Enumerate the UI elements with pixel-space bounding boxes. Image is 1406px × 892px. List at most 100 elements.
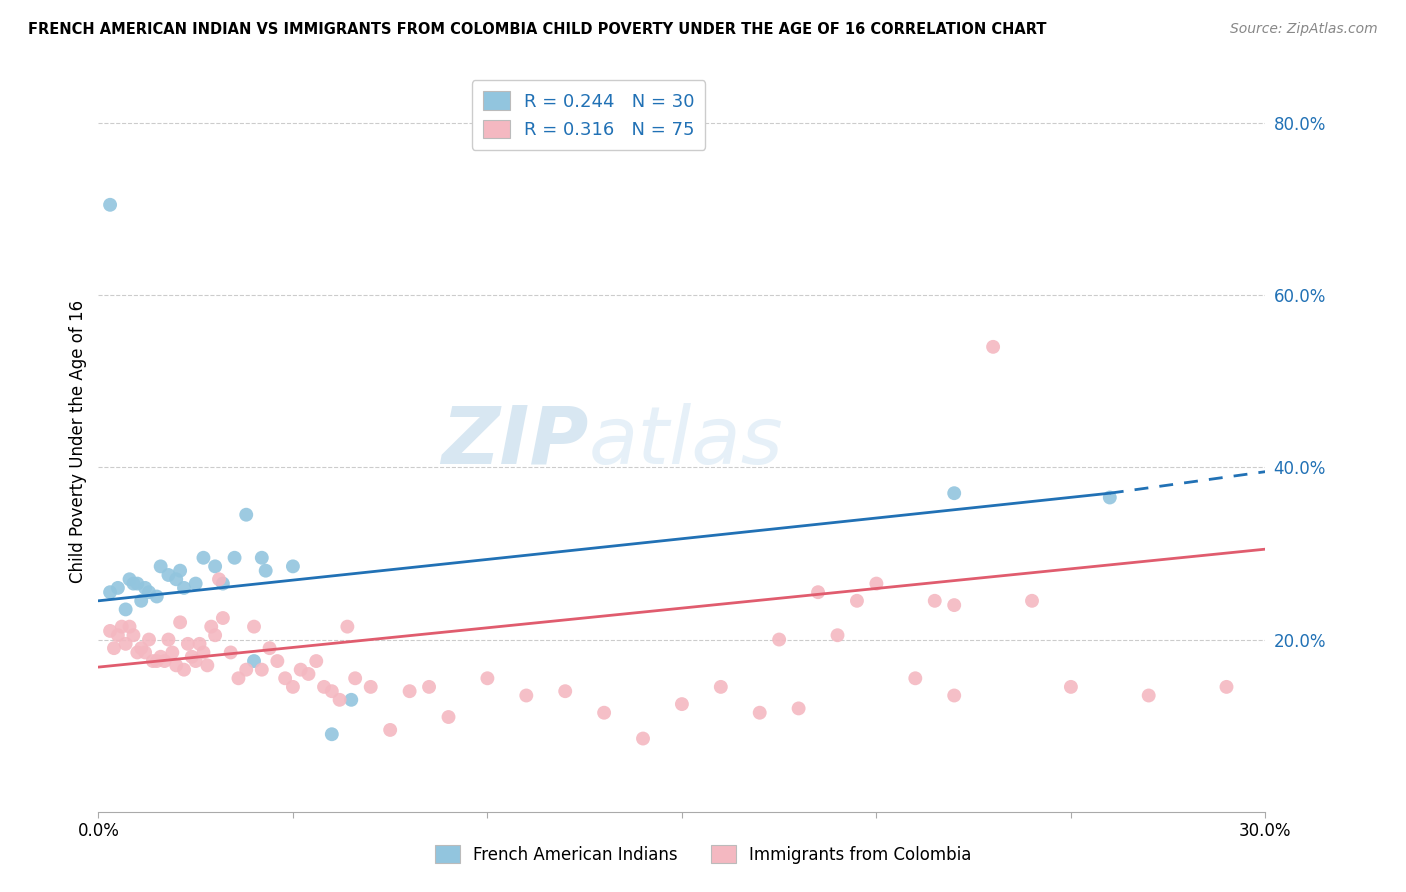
Point — [118, 572, 141, 586]
Point — [865, 576, 887, 591]
Text: Source: ZipAtlas.com: Source: ZipAtlas.com — [1230, 22, 1378, 37]
Point — [1137, 689, 1160, 703]
Point — [398, 684, 420, 698]
Point — [281, 559, 304, 574]
Point — [943, 486, 966, 500]
Point — [173, 581, 195, 595]
Point — [671, 697, 693, 711]
Point — [122, 576, 145, 591]
Point — [212, 576, 235, 591]
Point — [943, 598, 966, 612]
Point — [321, 684, 343, 698]
Point — [321, 727, 343, 741]
Point — [107, 581, 129, 595]
Point — [134, 581, 156, 595]
Point — [846, 594, 869, 608]
Point — [157, 568, 180, 582]
Point — [904, 671, 927, 685]
Point — [193, 645, 215, 659]
Point — [554, 684, 576, 698]
Point — [138, 585, 160, 599]
Point — [114, 602, 136, 616]
Point — [924, 594, 946, 608]
Point — [200, 619, 222, 633]
Point — [1060, 680, 1083, 694]
Point — [219, 645, 242, 659]
Point — [748, 706, 770, 720]
Point — [1098, 491, 1121, 505]
Point — [768, 632, 790, 647]
Point — [631, 731, 654, 746]
Point — [127, 645, 149, 659]
Point — [477, 671, 499, 685]
Point — [114, 637, 136, 651]
Point — [250, 550, 273, 565]
Point — [193, 550, 215, 565]
Point — [157, 632, 180, 647]
Point — [169, 564, 191, 578]
Point — [111, 619, 134, 633]
Point — [195, 658, 218, 673]
Point — [266, 654, 288, 668]
Point — [162, 645, 184, 659]
Point — [122, 628, 145, 642]
Point — [177, 637, 200, 651]
Text: ZIP: ZIP — [441, 402, 589, 481]
Point — [243, 654, 266, 668]
Point — [254, 564, 277, 578]
Point — [204, 559, 226, 574]
Point — [107, 628, 129, 642]
Point — [360, 680, 382, 694]
Point — [149, 559, 172, 574]
Point — [103, 641, 125, 656]
Point — [129, 641, 152, 656]
Point — [208, 572, 231, 586]
Point — [336, 619, 359, 633]
Point — [235, 508, 257, 522]
Point — [329, 693, 352, 707]
Point — [235, 663, 257, 677]
Point — [418, 680, 440, 694]
Point — [180, 649, 202, 664]
Point — [98, 585, 121, 599]
Text: FRENCH AMERICAN INDIAN VS IMMIGRANTS FROM COLOMBIA CHILD POVERTY UNDER THE AGE O: FRENCH AMERICAN INDIAN VS IMMIGRANTS FRO… — [28, 22, 1046, 37]
Point — [281, 680, 304, 694]
Point — [827, 628, 849, 642]
Point — [188, 637, 211, 651]
Point — [787, 701, 810, 715]
Point — [134, 645, 156, 659]
Point — [943, 689, 966, 703]
Point — [593, 706, 616, 720]
Point — [146, 654, 169, 668]
Point — [710, 680, 733, 694]
Point — [437, 710, 460, 724]
Y-axis label: Child Poverty Under the Age of 16: Child Poverty Under the Age of 16 — [69, 300, 87, 583]
Point — [243, 619, 266, 633]
Point — [165, 658, 187, 673]
Point — [290, 663, 312, 677]
Point — [305, 654, 328, 668]
Point — [212, 611, 235, 625]
Point — [98, 198, 121, 212]
Point — [274, 671, 297, 685]
Point — [138, 632, 160, 647]
Point — [127, 576, 149, 591]
Point — [259, 641, 281, 656]
Point — [228, 671, 250, 685]
Point — [981, 340, 1004, 354]
Text: atlas: atlas — [589, 402, 783, 481]
Point — [146, 590, 169, 604]
Point — [1215, 680, 1237, 694]
Point — [184, 654, 207, 668]
Point — [312, 680, 335, 694]
Point — [153, 654, 176, 668]
Point — [118, 619, 141, 633]
Point — [224, 550, 246, 565]
Point — [807, 585, 830, 599]
Point — [165, 572, 187, 586]
Point — [380, 723, 402, 737]
Point — [149, 649, 172, 664]
Point — [340, 693, 363, 707]
Point — [250, 663, 273, 677]
Point — [98, 624, 121, 638]
